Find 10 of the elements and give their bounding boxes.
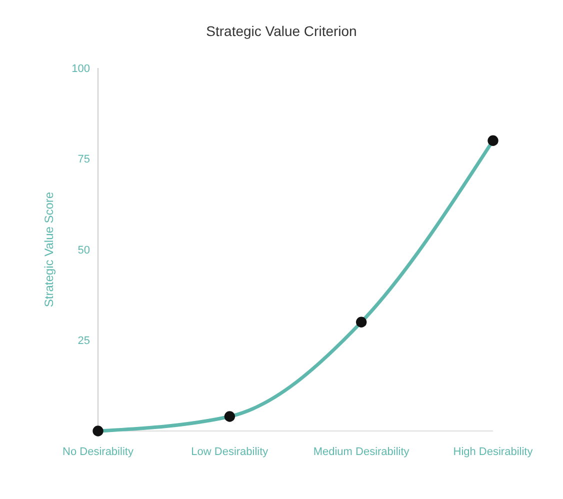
y-tick-label: 100 [72, 62, 90, 75]
x-tick-label: Medium Desirability [313, 446, 410, 458]
y-tick-label: 25 [78, 335, 90, 348]
chart-title: Strategic Value Criterion [206, 23, 357, 39]
x-tick-label: No Desirability [62, 446, 134, 458]
x-tick-label: Low Desirability [191, 446, 269, 458]
x-tick-label: High Desirability [453, 446, 534, 458]
y-axis-title: Strategic Value Score [42, 192, 56, 308]
y-tick-label: 50 [78, 244, 90, 256]
y-tick-label: 75 [78, 154, 90, 166]
